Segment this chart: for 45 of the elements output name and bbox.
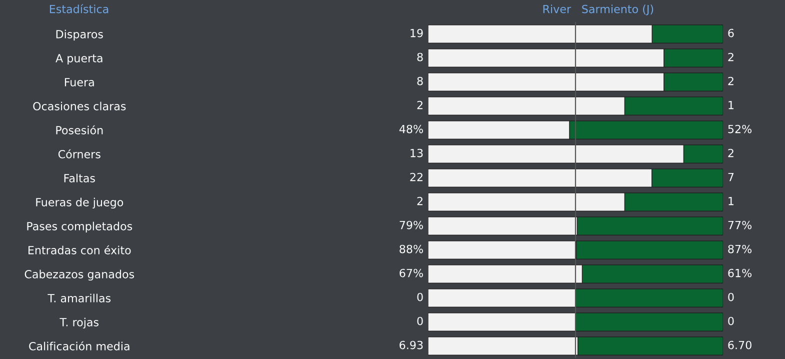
text: 61% xyxy=(728,268,752,278)
text: 0 xyxy=(417,316,423,326)
text: 87% xyxy=(728,244,752,254)
text: 0 xyxy=(728,292,734,302)
y-tick-label: Entradas con éxito xyxy=(28,245,131,254)
y-tick-label: Calificación media xyxy=(29,341,130,350)
text: 6 xyxy=(728,28,734,38)
y-tick-label: Ocasiones claras xyxy=(33,102,126,110)
text: 77% xyxy=(728,220,752,230)
text: 0 xyxy=(728,316,734,326)
text: 1 xyxy=(728,100,734,110)
text: 48% xyxy=(399,124,423,134)
y-tick-label: Córners xyxy=(58,149,100,158)
text: 7 xyxy=(728,172,734,182)
text: 8 xyxy=(417,52,423,62)
text: 79% xyxy=(400,220,423,230)
y-tick-label: Cabezazos ganados xyxy=(24,270,134,281)
y-tick-label: A puerta xyxy=(56,54,102,65)
y-tick-label: T. amarillas xyxy=(48,294,111,302)
y-tick-label: Disparos xyxy=(56,30,103,41)
text: 22 xyxy=(410,172,422,182)
text: 19 xyxy=(410,28,423,38)
text: 0 xyxy=(417,292,423,302)
y-tick-label: Posesión xyxy=(56,125,103,134)
text: 6.93 xyxy=(400,340,423,350)
series-label: Sarmiento (J) xyxy=(582,4,654,16)
text: 6.70 xyxy=(728,340,752,350)
text: 52% xyxy=(728,124,752,134)
text: 67% xyxy=(400,268,423,278)
text: 88% xyxy=(400,244,423,254)
text: 13 xyxy=(410,148,423,158)
y-tick-label: T. rojas xyxy=(60,318,99,329)
y-tick-label: Fuera xyxy=(64,78,94,86)
y-axis-title: Estadística xyxy=(50,4,108,14)
y-tick-label: Pases completados xyxy=(27,222,132,233)
text: 2 xyxy=(417,100,422,110)
text: 2 xyxy=(417,196,422,206)
y-tick-label: Fueras de juego xyxy=(36,198,124,209)
text: 8 xyxy=(417,76,423,86)
text: 1 xyxy=(728,196,734,206)
text: 2 xyxy=(728,148,734,158)
series-label: River xyxy=(543,4,572,14)
y-tick-label: Faltas xyxy=(64,174,95,182)
text: 2 xyxy=(728,76,734,86)
text: 2 xyxy=(728,52,734,62)
